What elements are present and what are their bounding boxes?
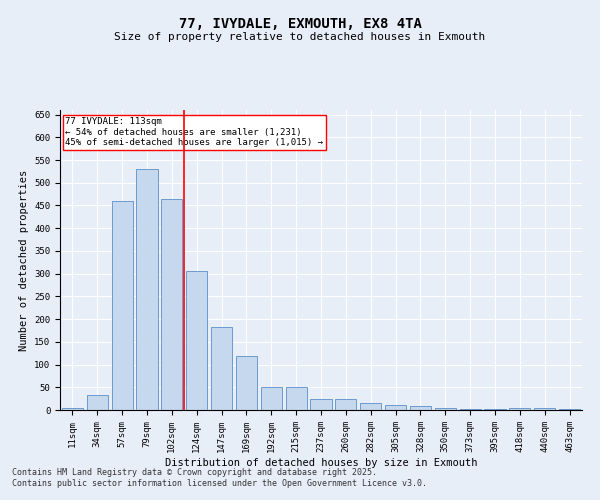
Bar — [335, 398, 356, 410]
Bar — [112, 201, 133, 410]
Bar — [136, 169, 158, 410]
Bar — [211, 328, 232, 410]
Bar — [236, 356, 257, 410]
Bar — [435, 408, 456, 410]
Bar — [360, 403, 381, 410]
Bar — [186, 272, 207, 410]
Text: Size of property relative to detached houses in Exmouth: Size of property relative to detached ho… — [115, 32, 485, 42]
Y-axis label: Number of detached properties: Number of detached properties — [19, 170, 29, 350]
Bar — [484, 409, 506, 410]
Bar — [559, 409, 580, 410]
Bar — [87, 395, 108, 410]
X-axis label: Distribution of detached houses by size in Exmouth: Distribution of detached houses by size … — [165, 458, 477, 468]
Bar — [460, 409, 481, 410]
Bar — [286, 388, 307, 410]
Bar — [310, 398, 332, 410]
Bar — [385, 404, 406, 410]
Bar — [509, 408, 530, 410]
Bar — [261, 388, 282, 410]
Bar — [161, 198, 182, 410]
Bar — [62, 408, 83, 410]
Bar — [534, 408, 555, 410]
Text: 77, IVYDALE, EXMOUTH, EX8 4TA: 77, IVYDALE, EXMOUTH, EX8 4TA — [179, 18, 421, 32]
Text: Contains HM Land Registry data © Crown copyright and database right 2025.
Contai: Contains HM Land Registry data © Crown c… — [12, 468, 427, 487]
Text: 77 IVYDALE: 113sqm
← 54% of detached houses are smaller (1,231)
45% of semi-deta: 77 IVYDALE: 113sqm ← 54% of detached hou… — [65, 118, 323, 148]
Bar — [410, 406, 431, 410]
